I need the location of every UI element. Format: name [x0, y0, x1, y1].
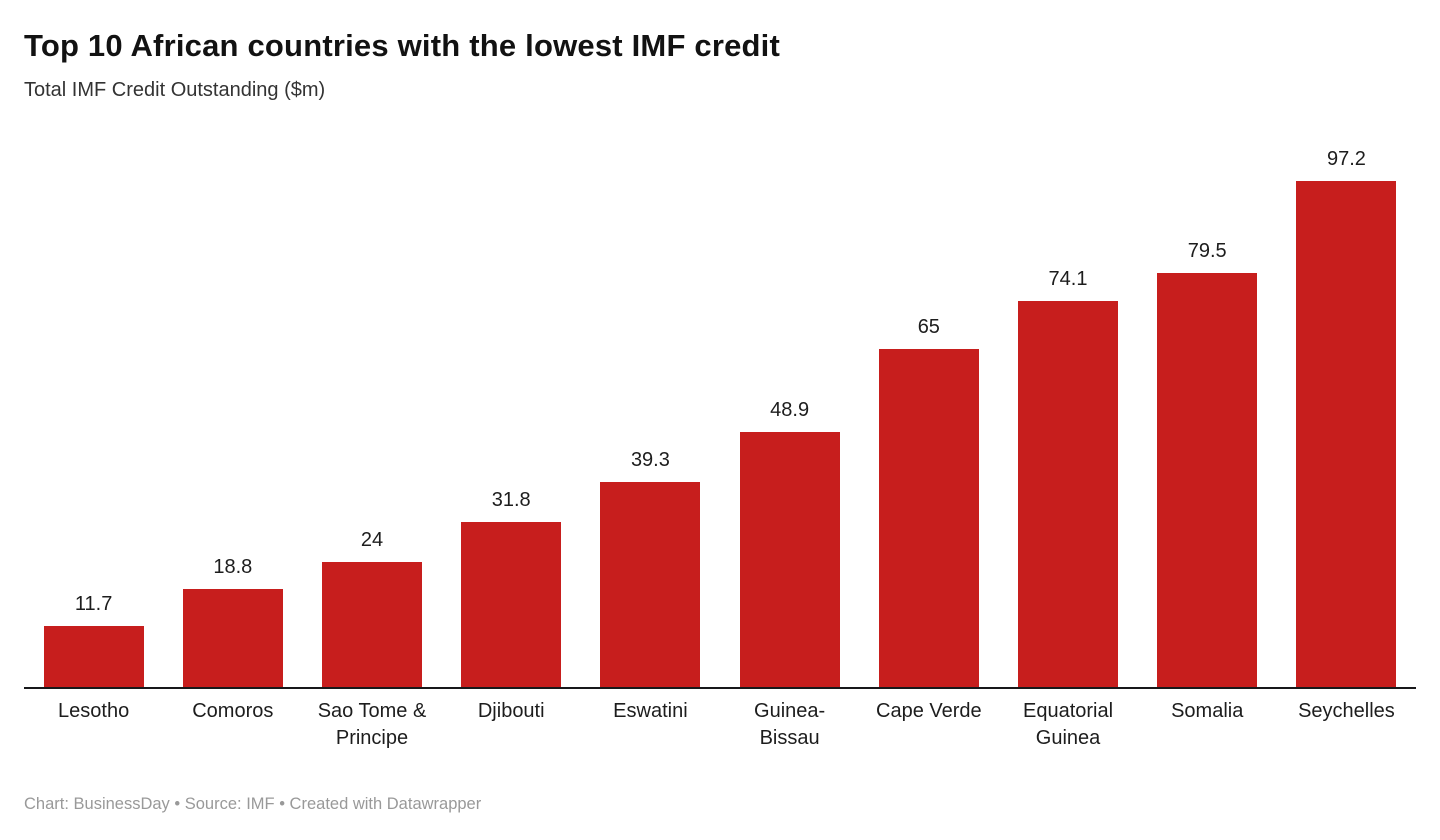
bar-column: 74.1 [998, 267, 1137, 687]
chart-title: Top 10 African countries with the lowest… [24, 28, 781, 63]
bar-value-label: 79.5 [1187, 240, 1227, 263]
bar[interactable] [461, 521, 562, 687]
x-axis-line [24, 687, 1416, 689]
bar[interactable] [600, 482, 701, 687]
bar-column: 65 [859, 315, 998, 687]
bar-value-label: 39.3 [630, 449, 670, 472]
category-label: Cape Verde [876, 700, 982, 722]
bar[interactable] [1018, 301, 1119, 687]
bar-column: 48.9 [720, 398, 859, 687]
bar-column: 24 [302, 528, 441, 687]
bar[interactable] [739, 432, 840, 687]
category-label: Comoros [192, 700, 274, 722]
bar-value-label: 48.9 [770, 399, 810, 422]
category-label: Equatorial Guinea [1022, 700, 1114, 749]
bar-plot-area: 11.7 18.8 24 31.8 39.3 48.9 65 74.1 79.5 97.2 [24, 140, 1416, 687]
category-label: Djibouti [477, 700, 545, 722]
bar[interactable] [1157, 273, 1258, 687]
bar[interactable] [43, 626, 144, 687]
bar-column: 97.2 [1277, 147, 1416, 687]
bar-value-label: 11.7 [74, 593, 113, 616]
bar-column: 18.8 [163, 555, 302, 687]
category-label: Lesotho [58, 700, 130, 722]
bar-column: 79.5 [1138, 239, 1277, 687]
bar-value-label: 24 [360, 529, 384, 552]
bar-value-label: 31.8 [491, 488, 531, 511]
bar[interactable] [1296, 181, 1397, 687]
bar[interactable] [322, 562, 422, 687]
bar-column: 31.8 [442, 488, 581, 687]
chart-subtitle: Total IMF Credit Outstanding ($m) [24, 79, 326, 101]
bar[interactable] [878, 348, 979, 687]
bar-value-label: 74.1 [1048, 268, 1088, 291]
bar-value-label: 65 [917, 315, 940, 338]
bar-value-label: 97.2 [1326, 148, 1366, 170]
bar-column: 39.3 [581, 448, 720, 687]
category-label: Eswatini [613, 700, 688, 722]
bar-value-label: 18.8 [213, 556, 253, 579]
bar[interactable] [182, 589, 283, 687]
category-label: Sao Tome & Principe [317, 700, 427, 749]
category-label: Seychelles [1298, 700, 1395, 722]
x-axis-labels: Lesotho Comoros Sao Tome & Principe Djibout… [24, 689, 1416, 752]
category-label: Somalia [1171, 700, 1244, 722]
category-label: Guinea-Bissau [754, 700, 826, 749]
chart-footer: Chart: BusinessDay • Source: IMF • Creat… [24, 795, 482, 813]
bar-column: 11.7 [24, 592, 163, 687]
